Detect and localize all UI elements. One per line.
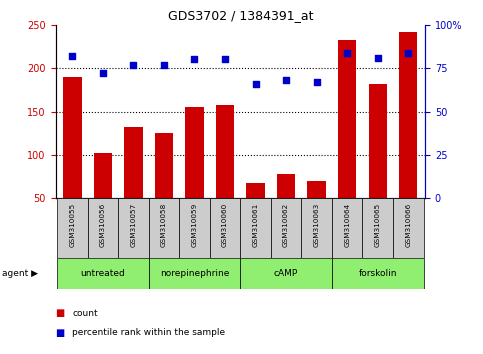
Text: percentile rank within the sample: percentile rank within the sample [72,328,226,337]
Bar [246,183,265,198]
Bar [271,198,301,258]
Point [404,50,412,55]
Bar [57,198,87,258]
Bar [216,104,234,198]
Bar [57,258,149,289]
Bar [149,258,241,289]
Point [282,78,290,83]
Text: GSM310060: GSM310060 [222,203,228,247]
Bar [87,198,118,258]
Bar [63,77,82,198]
Text: count: count [72,309,98,318]
Bar [369,84,387,198]
Bar [118,198,149,258]
Text: GSM310062: GSM310062 [283,203,289,247]
Text: GSM310059: GSM310059 [191,203,198,247]
Bar [185,107,204,198]
Text: GSM310065: GSM310065 [375,203,381,247]
Point [221,57,229,62]
Bar [179,198,210,258]
Point [160,62,168,68]
Text: GSM310058: GSM310058 [161,203,167,247]
Text: GSM310055: GSM310055 [70,203,75,247]
Bar [308,181,326,198]
Text: agent ▶: agent ▶ [2,269,39,278]
Bar [210,198,241,258]
Text: cAMP: cAMP [274,269,298,278]
Text: GSM310057: GSM310057 [130,203,136,247]
Bar [301,198,332,258]
Text: GSM310061: GSM310061 [253,203,258,247]
Point [191,57,199,62]
Point [343,50,351,55]
Bar [362,198,393,258]
Text: forskolin: forskolin [358,269,397,278]
Bar [124,127,142,198]
Bar [338,40,356,198]
Bar [399,32,417,198]
Text: norepinephrine: norepinephrine [160,269,229,278]
Text: untreated: untreated [81,269,125,278]
Text: GSM310064: GSM310064 [344,203,350,247]
Point [252,81,259,87]
Title: GDS3702 / 1384391_at: GDS3702 / 1384391_at [168,9,313,22]
Point [69,53,76,59]
Text: ■: ■ [56,308,65,318]
Bar [393,198,424,258]
Point [374,55,382,61]
Bar [155,133,173,198]
Bar [241,258,332,289]
Bar [241,198,271,258]
Text: GSM310063: GSM310063 [313,203,320,247]
Bar [94,153,112,198]
Bar [332,198,362,258]
Point [313,79,321,85]
Bar [332,258,424,289]
Point [129,62,137,68]
Text: GSM310066: GSM310066 [405,203,411,247]
Text: ■: ■ [56,328,65,338]
Text: GSM310056: GSM310056 [100,203,106,247]
Bar [277,174,295,198]
Point [99,70,107,76]
Bar [149,198,179,258]
